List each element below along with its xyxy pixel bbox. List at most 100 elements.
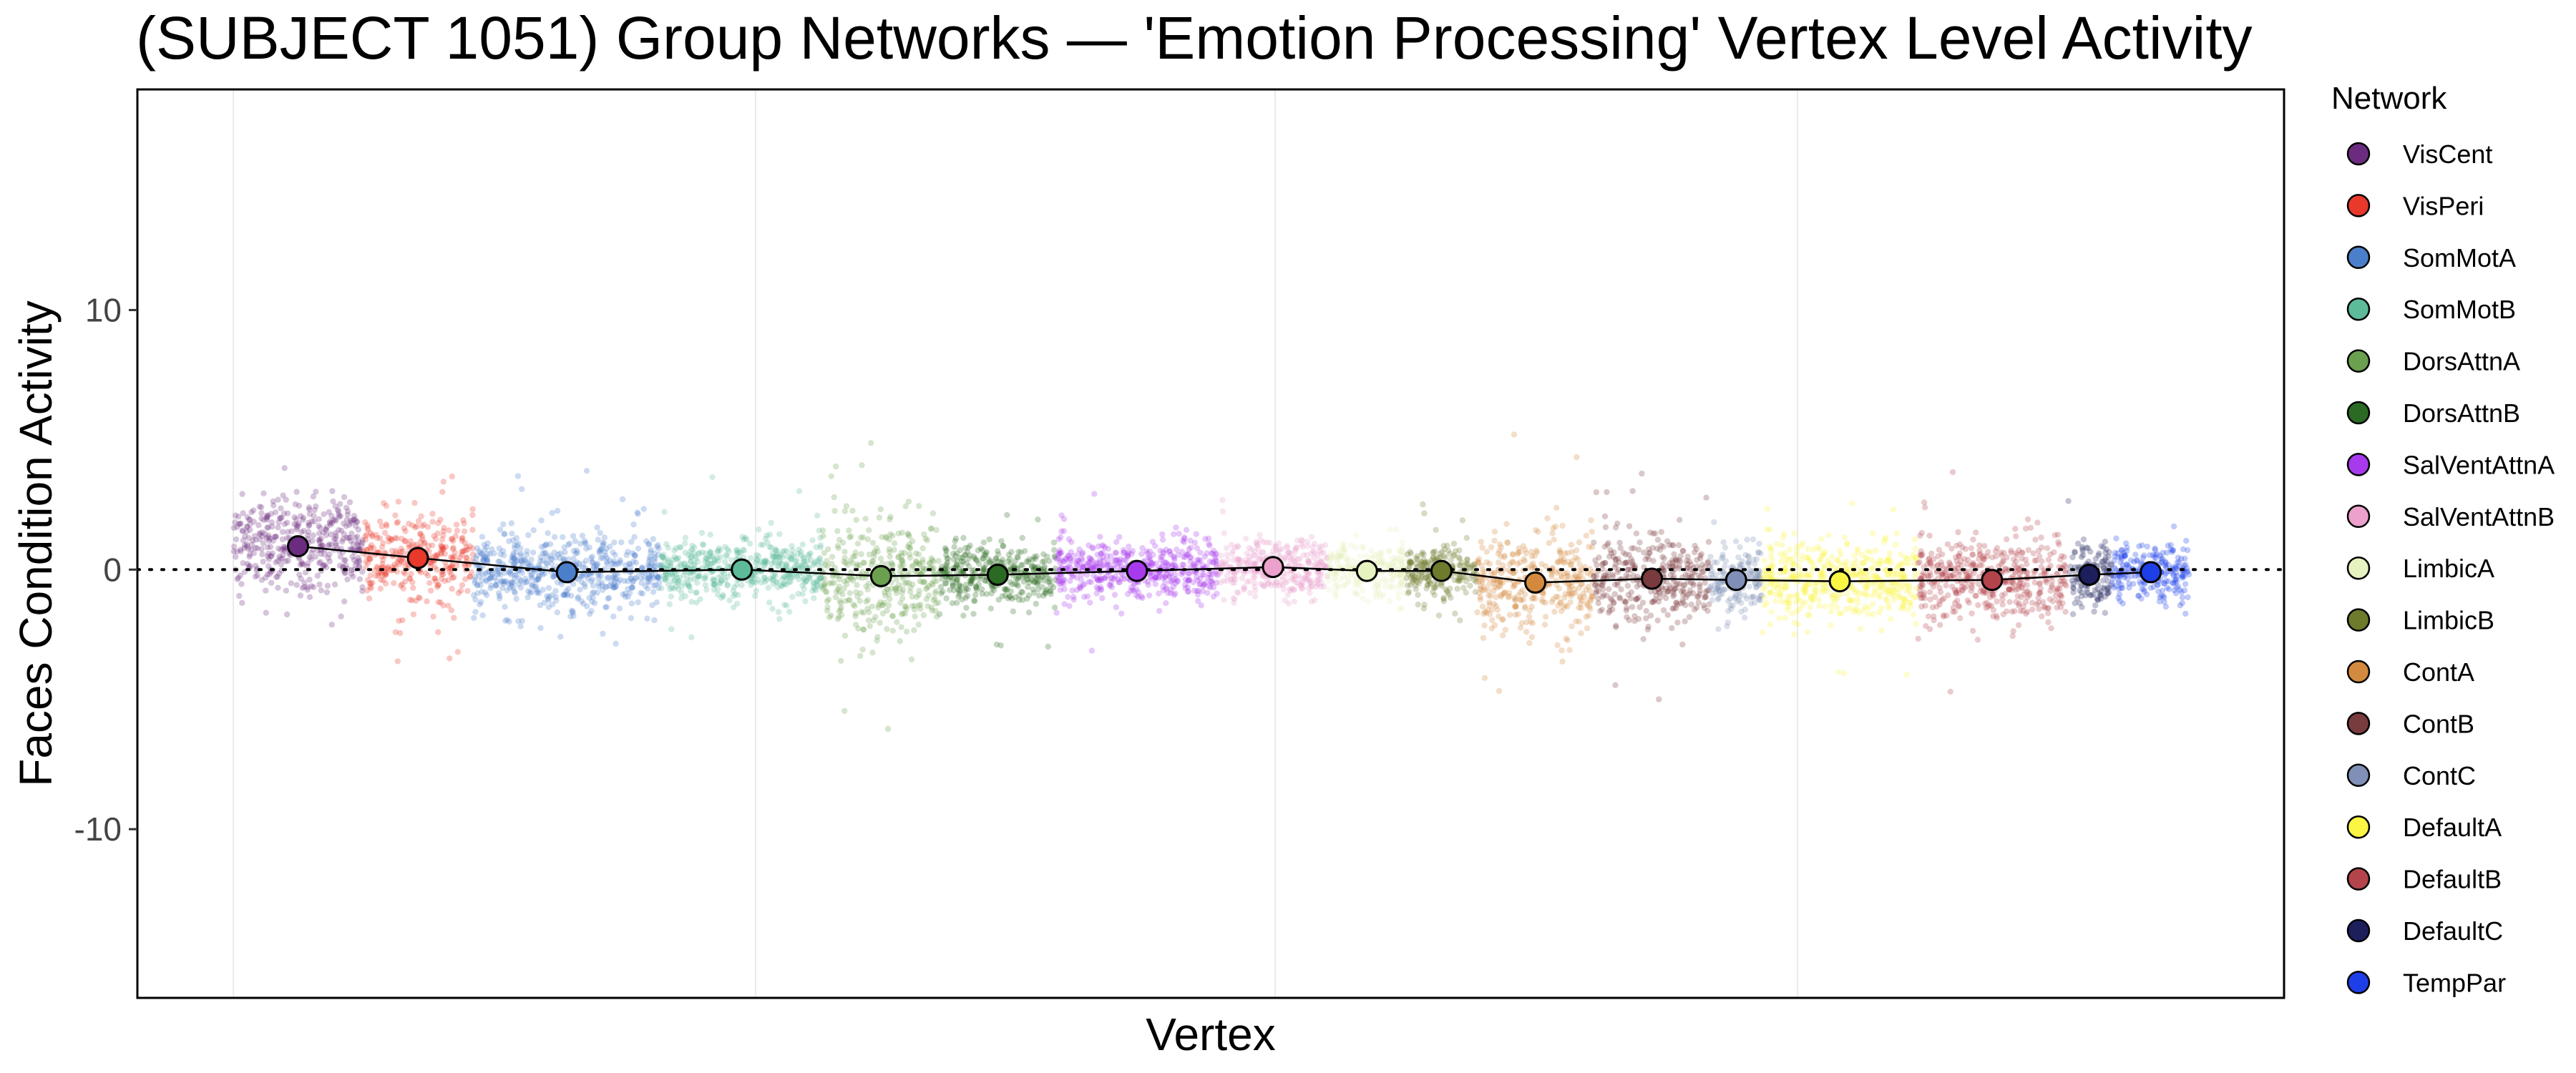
data-point: [275, 496, 281, 503]
data-point: [617, 557, 623, 564]
data-point: [1772, 598, 1779, 604]
data-point: [497, 526, 504, 533]
data-point: [266, 571, 273, 577]
data-point: [775, 609, 782, 615]
data-point: [332, 503, 338, 509]
data-point: [557, 555, 563, 562]
data-point: [238, 548, 244, 554]
data-point: [280, 492, 286, 499]
data-point: [256, 536, 263, 543]
data-point: [439, 546, 447, 552]
data-point: [600, 539, 606, 546]
data-point: [561, 592, 567, 598]
data-point: [487, 575, 494, 582]
data-point: [388, 536, 395, 543]
data-point: [461, 548, 467, 554]
data-point: [308, 518, 315, 525]
data-point: [542, 550, 549, 557]
data-point: [1060, 516, 1068, 522]
data-point: [1522, 591, 1528, 598]
data-point: [1617, 544, 1624, 552]
data-point: [1611, 549, 1617, 556]
data-point: [1601, 513, 1609, 520]
data-point: [817, 534, 824, 542]
data-point: [752, 592, 758, 599]
data-point: [1387, 582, 1395, 589]
data-point: [544, 560, 550, 567]
data-point: [970, 611, 977, 617]
data-point: [546, 594, 552, 600]
data-point: [864, 536, 871, 543]
data-point: [430, 613, 436, 620]
data-point: [381, 500, 387, 506]
data-point: [316, 530, 323, 536]
data-point: [775, 584, 781, 591]
data-point: [667, 586, 673, 592]
data-point: [513, 549, 519, 556]
data-point: [448, 554, 454, 561]
data-point: [1407, 560, 1413, 567]
data-point: [956, 587, 963, 594]
data-point: [1888, 616, 1894, 622]
data-point: [1204, 589, 1211, 596]
data-point: [897, 599, 904, 606]
data-point: [1913, 620, 1919, 627]
data-point: [1293, 579, 1299, 586]
data-point: [668, 626, 675, 632]
data-point: [645, 575, 651, 582]
data-point: [893, 576, 899, 583]
data-point: [668, 559, 674, 567]
data-point: [819, 574, 825, 582]
data-point: [938, 590, 945, 597]
data-point: [1244, 560, 1251, 567]
data-point: [341, 520, 347, 526]
data-point: [1485, 592, 1492, 599]
data-point: [604, 575, 610, 582]
data-point: [800, 559, 806, 566]
data-point: [1702, 579, 1708, 586]
data-point: [779, 560, 785, 567]
data-point: [1304, 539, 1311, 545]
data-point: [1380, 592, 1387, 599]
data-point: [320, 529, 326, 536]
data-point: [1032, 556, 1038, 562]
data-point: [449, 574, 456, 582]
data-point: [1209, 551, 1216, 557]
data-point: [469, 545, 476, 552]
data-point: [1020, 597, 1026, 603]
data-point: [973, 584, 980, 590]
data-point: [502, 604, 508, 610]
data-point: [1533, 547, 1540, 554]
data-point: [1415, 574, 1422, 581]
data-point: [668, 563, 674, 570]
data-point: [528, 572, 535, 578]
data-point: [831, 579, 837, 587]
data-point: [655, 575, 662, 582]
data-point: [575, 594, 582, 600]
data-point: [484, 557, 490, 563]
data-point: [871, 550, 877, 557]
data-point: [416, 595, 423, 602]
data-point: [483, 544, 489, 551]
data-point: [589, 559, 595, 566]
data-point: [594, 589, 600, 596]
data-point: [245, 534, 252, 542]
data-point: [943, 595, 950, 602]
data-point: [1822, 549, 1828, 555]
data-point: [1419, 549, 1426, 556]
data-point: [1008, 588, 1015, 594]
data-point: [660, 573, 668, 579]
data-point: [268, 519, 275, 526]
data-point: [275, 570, 283, 577]
data-point: [549, 601, 556, 608]
data-point: [489, 546, 495, 552]
data-point: [651, 556, 658, 562]
data-point: [682, 540, 688, 547]
data-point: [609, 560, 615, 567]
data-point: [947, 587, 953, 593]
data-point: [459, 548, 466, 554]
data-point: [508, 582, 515, 589]
data-point: [615, 560, 622, 567]
data-point: [1551, 536, 1557, 543]
data-point: [664, 556, 670, 562]
